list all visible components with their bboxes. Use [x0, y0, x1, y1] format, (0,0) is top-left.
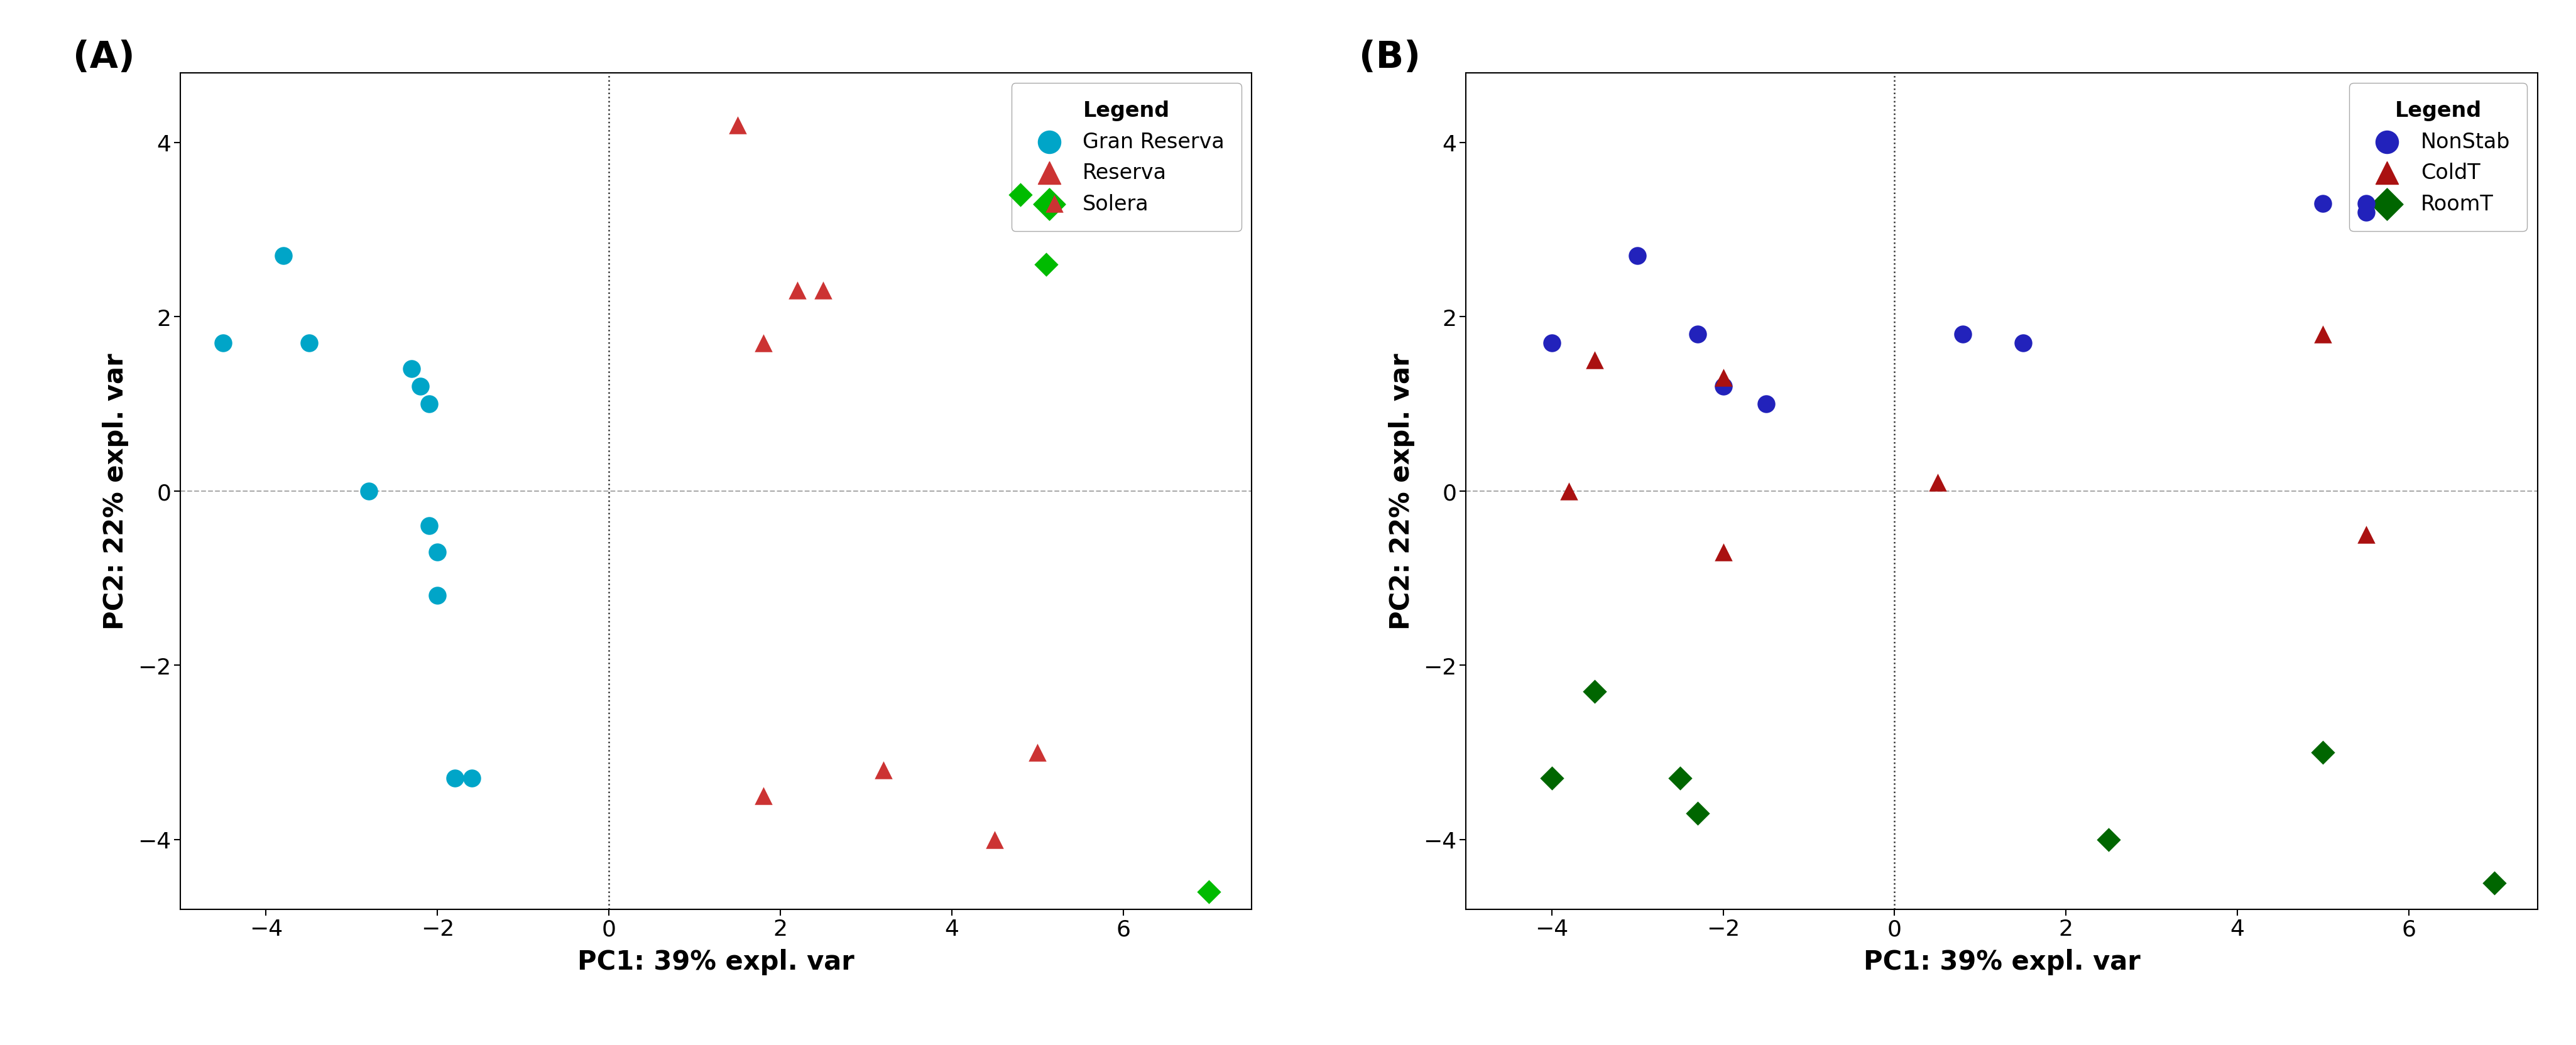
Point [716, 117, 757, 134]
Point [2344, 204, 2385, 220]
Point [1677, 326, 1718, 343]
Point [1033, 195, 1074, 212]
Text: (B): (B) [1360, 40, 1419, 75]
Point [417, 587, 459, 604]
Point [1703, 543, 1744, 560]
Point [433, 770, 474, 787]
Legend: Gran Reserva, Reserva, Solera: Gran Reserva, Reserva, Solera [1012, 84, 1242, 231]
Point [999, 187, 1041, 204]
Point [1548, 483, 1589, 500]
Y-axis label: PC2: 22% expl. var: PC2: 22% expl. var [103, 353, 129, 629]
Point [1530, 334, 1571, 351]
Y-axis label: PC2: 22% expl. var: PC2: 22% expl. var [1388, 353, 1414, 629]
Point [1188, 883, 1229, 900]
Point [417, 543, 459, 560]
Point [407, 396, 448, 413]
Legend: NonStab, ColdT, RoomT: NonStab, ColdT, RoomT [2349, 84, 2527, 231]
Point [2473, 875, 2514, 891]
Point [974, 831, 1015, 847]
Point [2089, 831, 2130, 847]
Point [2002, 334, 2043, 351]
Point [1659, 770, 1700, 787]
Point [2303, 326, 2344, 343]
Point [1018, 744, 1059, 761]
Point [2344, 195, 2385, 212]
X-axis label: PC1: 39% expl. var: PC1: 39% expl. var [1862, 949, 2141, 975]
Point [804, 282, 845, 299]
Point [289, 334, 330, 351]
Point [1574, 683, 1615, 700]
Text: (A): (A) [72, 40, 134, 75]
Point [399, 378, 440, 395]
Point [1677, 805, 1718, 821]
X-axis label: PC1: 39% expl. var: PC1: 39% expl. var [577, 949, 855, 975]
Point [1025, 256, 1066, 273]
Point [204, 334, 245, 351]
Point [1942, 326, 1984, 343]
Point [863, 762, 904, 779]
Point [1574, 352, 1615, 369]
Point [2303, 195, 2344, 212]
Point [1703, 370, 1744, 387]
Point [1703, 378, 1744, 395]
Point [1618, 248, 1659, 264]
Point [407, 517, 448, 534]
Point [263, 248, 304, 264]
Point [1530, 770, 1571, 787]
Point [348, 483, 389, 500]
Point [2344, 527, 2385, 543]
Point [1917, 474, 1958, 491]
Point [742, 788, 783, 805]
Point [392, 361, 433, 377]
Point [1747, 396, 1788, 413]
Point [2303, 744, 2344, 761]
Point [742, 334, 783, 351]
Point [451, 770, 492, 787]
Point [778, 282, 819, 299]
